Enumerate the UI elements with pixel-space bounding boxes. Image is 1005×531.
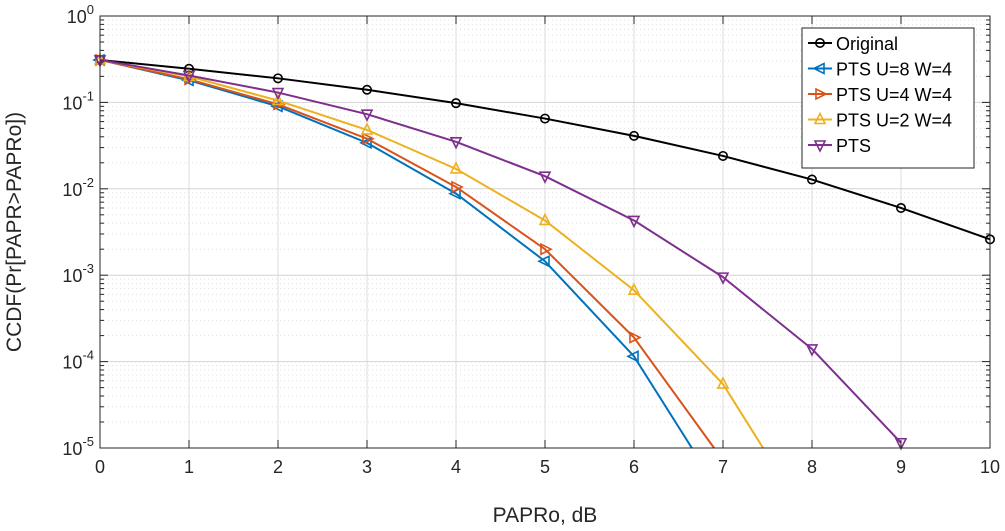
data-point-triangle-down [182, 70, 196, 84]
x-tick-label: 4 [451, 457, 461, 477]
data-point-triangle-down [627, 215, 641, 229]
data-point-triangle-left [626, 350, 639, 363]
legend-entry: PTS U=8 W=4 [808, 60, 952, 80]
data-point-triangle-down [538, 171, 552, 184]
data-point-triangle-up [813, 111, 827, 125]
legend-label: PTS [836, 136, 871, 156]
y-axis-title: CCDF(Pr[PAPR>PAPRo]) [3, 112, 26, 352]
data-point-circle [361, 84, 372, 95]
data-point-triangle-right [815, 87, 828, 101]
x-axis-title: PAPRo, dB [493, 504, 598, 527]
x-tick-label: 1 [184, 457, 194, 477]
legend-label: Original [836, 34, 898, 54]
grid [99, 15, 991, 449]
data-point-triangle-right [629, 331, 642, 344]
series-group [92, 52, 995, 451]
data-point-triangle-down [271, 87, 285, 101]
x-tick-label: 10 [980, 457, 1000, 477]
axis-ticks: 0 1 2 3 4 5 6 7 8 9 10 100 10-1 10-2 10-3 10-4 10-5 [62, 2, 1000, 477]
y-tick-label: 10-4 [62, 348, 94, 373]
data-point-circle [539, 113, 550, 124]
y-tick-label: 10-1 [62, 88, 94, 113]
x-tick-label: 8 [807, 457, 817, 477]
data-point-triangle-down [894, 437, 908, 451]
data-point-triangle-down [813, 140, 827, 153]
data-point-triangle-down [360, 109, 374, 122]
data-point-circle [184, 63, 195, 74]
data-point-triangle-right [451, 180, 464, 194]
data-point-circle [814, 37, 825, 48]
data-point-triangle-down [449, 136, 463, 150]
data-point-triangle-up [627, 282, 641, 296]
data-point-triangle-up [716, 376, 730, 389]
y-tick-label: 10-3 [62, 261, 94, 286]
series-line [99, 58, 693, 449]
x-tick-label: 5 [540, 457, 550, 477]
y-tick-label: 10-5 [62, 434, 94, 459]
x-tick-label: 0 [95, 457, 105, 477]
x-tick-label: 6 [629, 457, 639, 477]
data-point-triangle-up [538, 212, 552, 226]
series-line [99, 58, 991, 241]
x-tick-label: 2 [273, 457, 283, 477]
y-tick-label: 10-2 [62, 175, 94, 200]
data-point-triangle-left [359, 136, 372, 150]
series-line [99, 58, 764, 449]
data-point-triangle-up [271, 92, 285, 106]
legend: Original PTS U=8 W=4 PTS U=4 W=4 PTS U=2 W=… [801, 27, 975, 169]
data-point-circle [272, 73, 283, 84]
data-point-triangle-left [537, 254, 550, 268]
legend-entry: PTS [808, 136, 871, 156]
data-point-circle [628, 130, 639, 141]
data-point-triangle-right [362, 132, 375, 146]
series-line [99, 58, 715, 449]
data-point-circle [450, 98, 461, 109]
data-point-triangle-down [716, 272, 730, 285]
data-point-triangle-left [812, 62, 825, 75]
x-tick-label: 3 [362, 457, 372, 477]
series-line [99, 58, 902, 444]
data-point-triangle-up [360, 122, 374, 135]
y-tick-label: 100 [67, 2, 94, 27]
data-point-triangle-up [449, 161, 463, 174]
data-point-circle [895, 202, 906, 213]
x-tick-label: 9 [896, 457, 906, 477]
legend-entry: PTS U=4 W=4 [808, 85, 952, 105]
legend-label: PTS U=8 W=4 [836, 60, 952, 80]
data-point-circle [717, 150, 728, 161]
x-tick-label: 7 [718, 457, 728, 477]
legend-label: PTS U=4 W=4 [836, 85, 952, 105]
legend-label: PTS U=2 W=4 [836, 111, 952, 131]
legend-entry: PTS U=2 W=4 [808, 111, 952, 131]
data-point-circle [806, 174, 817, 185]
data-point-triangle-right [540, 242, 553, 256]
data-point-triangle-down [805, 344, 819, 357]
legend-entry: Original [808, 34, 898, 54]
